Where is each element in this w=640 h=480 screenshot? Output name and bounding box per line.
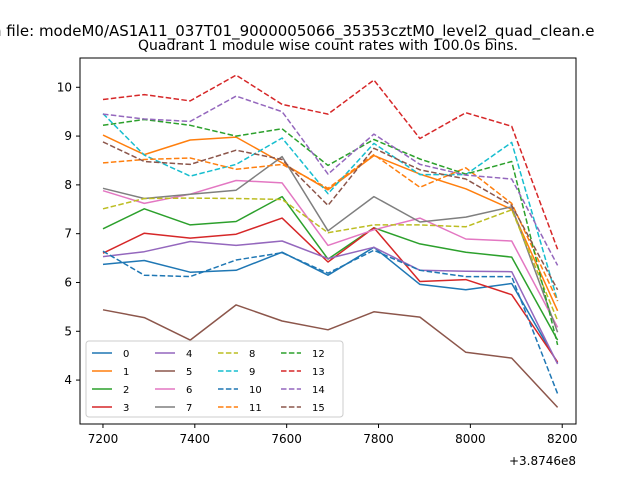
plot-frame [79, 57, 577, 425]
legend-label-1: 1 [123, 367, 129, 378]
series-line-3 [102, 217, 559, 363]
y-tick-label: 7 [64, 227, 72, 241]
y-tick-label: 6 [64, 275, 72, 289]
series-line-8 [102, 197, 559, 321]
legend-label-13: 13 [312, 367, 325, 378]
legend-label-0: 0 [123, 349, 129, 360]
series-line-13 [102, 74, 559, 250]
y-tick-label: 8 [64, 178, 72, 192]
series-line-6 [102, 179, 559, 328]
legend-label-2: 2 [123, 385, 129, 396]
y-tick-label: 4 [64, 373, 72, 387]
figure-suptitle: n file: modeM0/AS1A11_037T01_9000005066_… [0, 22, 595, 41]
series-line-1 [102, 134, 559, 312]
x-tick-label: 7600 [271, 432, 302, 446]
x-tick-label: 7800 [363, 432, 394, 446]
legend-label-4: 4 [186, 349, 192, 360]
legend-label-7: 7 [186, 403, 192, 414]
legend-label-10: 10 [249, 385, 262, 396]
legend-label-3: 3 [123, 403, 129, 414]
x-tick-label: 7400 [180, 432, 211, 446]
legend-frame [85, 340, 344, 418]
series-line-14 [102, 95, 559, 266]
series-line-4 [102, 240, 559, 365]
series-line-12 [102, 118, 559, 346]
y-tick-label: 10 [57, 80, 72, 94]
series-line-9 [102, 113, 559, 302]
series-line-15 [102, 141, 559, 291]
legend-label-8: 8 [249, 349, 255, 360]
legend-label-6: 6 [186, 385, 192, 396]
y-tick-label: 9 [64, 129, 72, 143]
series-line-11 [102, 153, 559, 302]
series-line-0 [102, 246, 559, 364]
series-layer [102, 74, 559, 408]
legend-label-5: 5 [186, 367, 192, 378]
series-line-5 [102, 304, 559, 408]
legend-label-12: 12 [312, 349, 325, 360]
legend-label-14: 14 [312, 385, 325, 396]
x-offset-label: +3.8746e8 [509, 454, 576, 468]
legend-label-15: 15 [312, 403, 325, 414]
chart-title: Quadrant 1 module wise count rates with … [138, 38, 518, 54]
x-tick-label: 7200 [88, 432, 119, 446]
legend-label-11: 11 [249, 403, 262, 414]
y-tick-label: 5 [64, 324, 72, 338]
series-line-10 [102, 249, 559, 394]
x-tick-label: 8000 [455, 432, 486, 446]
series-line-7 [102, 155, 559, 333]
legend-label-9: 9 [249, 367, 255, 378]
x-tick-label: 8200 [547, 432, 578, 446]
